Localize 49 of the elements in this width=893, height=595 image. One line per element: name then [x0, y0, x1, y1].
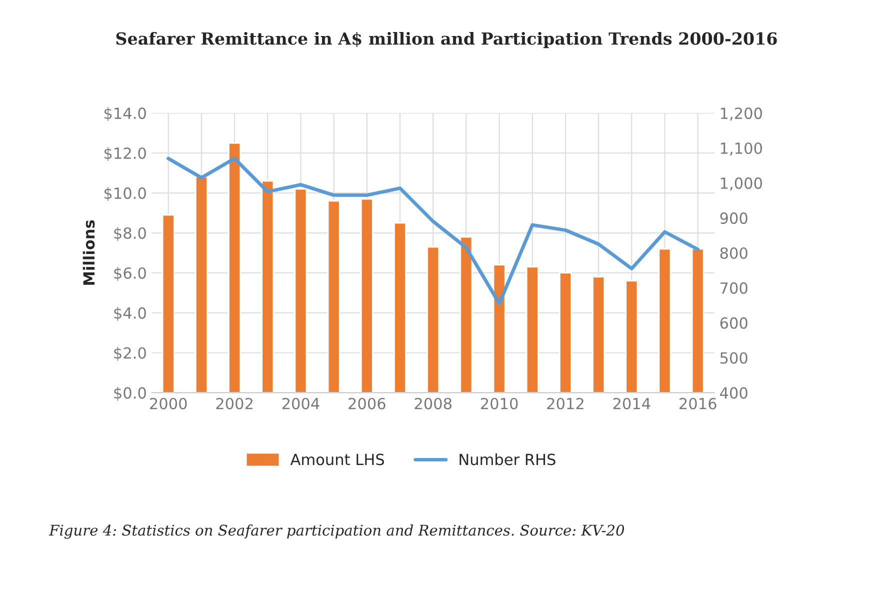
x-tick-label: 2006: [348, 398, 386, 410]
bar: [625, 280, 638, 393]
y2-tick-label: 1,000: [720, 177, 762, 191]
legend-label: Amount LHS: [290, 454, 384, 466]
y2-tick-label: 800: [720, 247, 748, 259]
y-tick-label: $8.0: [114, 227, 146, 241]
y2-tick-label: 900: [720, 212, 748, 224]
legend-label: Number RHS: [460, 453, 556, 466]
y2-tick-label: 1,200: [720, 108, 762, 121]
x-tick-label: 2010: [480, 398, 518, 410]
bar: [360, 198, 374, 393]
caption: Figure 4: Statistics on Seafarer participation and Remittances. Source: KV-20: [48, 524, 624, 539]
bar: [228, 142, 242, 393]
y2-tick-label: 400: [720, 387, 748, 399]
bar: [658, 248, 672, 393]
y-tick-label: $10.0: [104, 187, 146, 201]
bar: [194, 176, 208, 393]
y-tick-label: $14.0: [104, 107, 146, 122]
bar: [294, 188, 308, 393]
bar: [426, 246, 440, 393]
bar: [592, 276, 606, 393]
bar: [327, 200, 340, 393]
x-tick-label: 2008: [414, 398, 452, 410]
x-tick-label: 2002: [216, 398, 252, 410]
x-tick-label: 2016: [680, 398, 716, 410]
bar: [691, 248, 704, 393]
y-axis-title: Millions: [82, 220, 95, 285]
y2-tick-label: 1,100: [720, 142, 762, 156]
bar: [526, 266, 539, 393]
bar: [162, 214, 175, 393]
y-tick-label: $6.0: [114, 267, 146, 281]
bar: [261, 180, 274, 393]
bar: [558, 272, 572, 393]
y-tick-label: $12.0: [104, 147, 146, 162]
y-tick-label: $2.0: [114, 346, 146, 361]
x-tick-label: 2004: [282, 398, 320, 410]
line-series: [166, 156, 700, 306]
y2-tick-label: 600: [720, 317, 748, 329]
bar: [460, 236, 473, 393]
x-tick-label: 2012: [547, 398, 584, 410]
y-tick-label: $4.0: [114, 306, 146, 321]
x-tick-label: 2014: [613, 398, 650, 410]
bar: [492, 264, 506, 393]
y2-tick-label: 700: [720, 282, 748, 294]
y2-tick-label: 500: [720, 352, 748, 364]
bar: [394, 222, 406, 393]
chart-title: Seafarer Remittance in A$ million and Participation Trends 2000-2016: [116, 32, 777, 48]
y-tick-label: $0.0: [114, 386, 146, 401]
x-tick-label: 2000: [150, 398, 187, 410]
